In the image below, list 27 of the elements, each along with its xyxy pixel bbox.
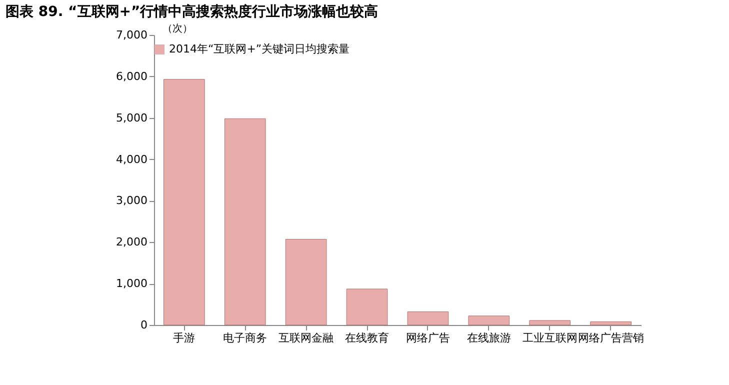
bar	[407, 311, 449, 326]
legend-label: 2014年“互联网+”关键词日均搜索量	[169, 42, 350, 56]
bar	[346, 288, 388, 326]
bar	[529, 320, 571, 326]
bar	[285, 238, 327, 326]
y-tick-label: 2,000	[116, 236, 148, 249]
x-tick-label: 工业互联网	[522, 332, 578, 344]
y-tick-label: 0	[140, 318, 148, 332]
x-tick-label: 电子商务	[223, 332, 268, 344]
y-tick-label: 6,000	[116, 70, 148, 83]
x-tick-label: 网络广告	[406, 332, 450, 344]
bar	[164, 79, 205, 326]
y-tick-label: 7,000	[116, 28, 148, 42]
y-tick-label: 3,000	[116, 194, 148, 208]
y-tick-label: 1,000	[116, 277, 148, 290]
bar	[224, 118, 266, 326]
y-tick-label: 4,000	[116, 152, 148, 166]
bar	[590, 321, 632, 326]
y-axis-title: （次）	[162, 24, 192, 34]
x-tick-label: 手游	[173, 332, 196, 344]
x-tick-label: 在线旅游	[466, 332, 511, 344]
y-tick-label: 5,000	[116, 111, 148, 124]
x-tick-label: 网络广告营销	[578, 332, 644, 344]
chart-title: 图表 89. “互联网+”行情中高搜索热度行业市场涨幅也较高	[6, 3, 378, 20]
x-tick-label: 互联网金融	[278, 332, 334, 344]
bar	[468, 316, 510, 326]
x-tick-label: 在线教育	[345, 332, 390, 344]
